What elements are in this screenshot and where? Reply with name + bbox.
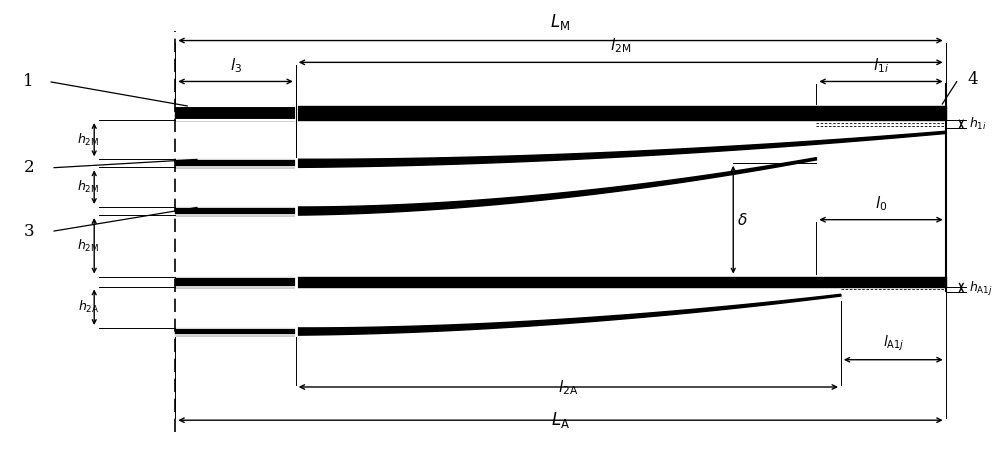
Polygon shape	[175, 106, 946, 120]
Text: $L_{\rm M}$: $L_{\rm M}$	[550, 13, 571, 32]
Text: 2: 2	[23, 159, 34, 176]
Text: $h_{1i}$: $h_{1i}$	[969, 116, 987, 132]
Text: $\delta$: $\delta$	[737, 212, 748, 228]
Polygon shape	[175, 207, 296, 215]
Text: $h_{\rm 2A}$: $h_{\rm 2A}$	[78, 299, 99, 315]
Text: $h_{\rm 2M}$: $h_{\rm 2M}$	[77, 179, 99, 195]
Text: $l_0$: $l_0$	[875, 194, 887, 213]
Text: $l_{\rm 2A}$: $l_{\rm 2A}$	[558, 378, 578, 397]
Text: $l_{1i}$: $l_{1i}$	[873, 56, 889, 75]
Polygon shape	[175, 159, 296, 168]
Polygon shape	[296, 131, 946, 168]
Text: $l_3$: $l_3$	[230, 56, 242, 75]
Polygon shape	[296, 157, 816, 215]
Polygon shape	[175, 328, 296, 335]
Text: $l_{\rm 2M}$: $l_{\rm 2M}$	[610, 37, 631, 55]
Text: $h_{\rm 2M}$: $h_{\rm 2M}$	[77, 131, 99, 148]
Text: 4: 4	[968, 71, 978, 88]
Polygon shape	[175, 276, 946, 287]
Polygon shape	[296, 294, 841, 335]
Text: $h_{\rm 2M}$: $h_{\rm 2M}$	[77, 238, 99, 254]
Text: $h_{{\rm A1}j}$: $h_{{\rm A1}j}$	[969, 280, 993, 298]
Text: 3: 3	[23, 223, 34, 240]
Text: $l_{{\rm A1}j}$: $l_{{\rm A1}j}$	[883, 334, 904, 353]
Text: 1: 1	[23, 73, 34, 90]
Text: $L_{\rm A}$: $L_{\rm A}$	[551, 410, 570, 430]
